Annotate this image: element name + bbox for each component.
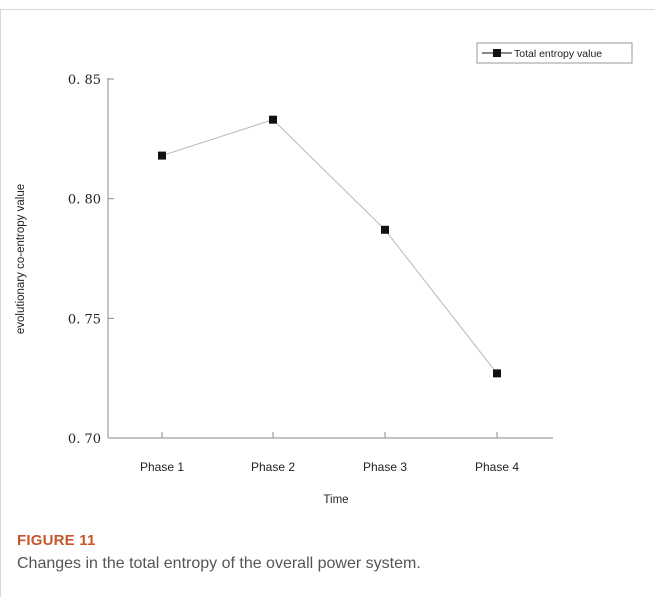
axes	[107, 78, 553, 439]
series-total-entropy	[158, 115, 501, 378]
y-ticks: 0. 70 0. 75 0. 80 0. 85	[68, 73, 114, 447]
x-axis-title: Time	[323, 494, 348, 506]
y-axis-title: evolutionary co-entropy value	[15, 184, 27, 334]
y-tick-label: 0. 75	[68, 312, 101, 327]
data-point-marker	[381, 225, 389, 234]
left-divider	[0, 9, 1, 597]
x-tick-label: Phase 1	[140, 460, 184, 474]
data-point-marker	[269, 115, 277, 124]
figure-caption-text: Changes in the total entropy of the over…	[17, 555, 421, 572]
x-tick-label: Phase 3	[363, 460, 407, 474]
x-tick-label: Phase 4	[475, 460, 519, 474]
legend: Total entropy value	[476, 42, 633, 64]
line-chart: 0. 700. 750. 800. 85 Phase 1 Phase 2 Phase…	[15, 42, 633, 506]
legend-label: Total entropy value	[514, 48, 602, 60]
y-tick-label: 0. 80	[68, 193, 101, 208]
data-point-marker	[158, 151, 166, 160]
y-tick-label: 0. 85	[68, 73, 101, 88]
x-tick-label: Phase 2	[251, 460, 295, 474]
figure-label: FIGURE 11	[17, 532, 96, 549]
x-ticks: Phase 1 Phase 2 Phase 3 Phase 4	[140, 432, 519, 474]
series-line	[161, 119, 498, 374]
legend-marker-square	[493, 49, 501, 57]
figure-caption: FIGURE 11 Changes in the total entropy o…	[17, 531, 637, 575]
data-point-marker	[493, 369, 501, 378]
y-tick-label: 0. 70	[68, 432, 101, 447]
legend-frame	[476, 42, 633, 64]
top-divider	[0, 9, 655, 10]
